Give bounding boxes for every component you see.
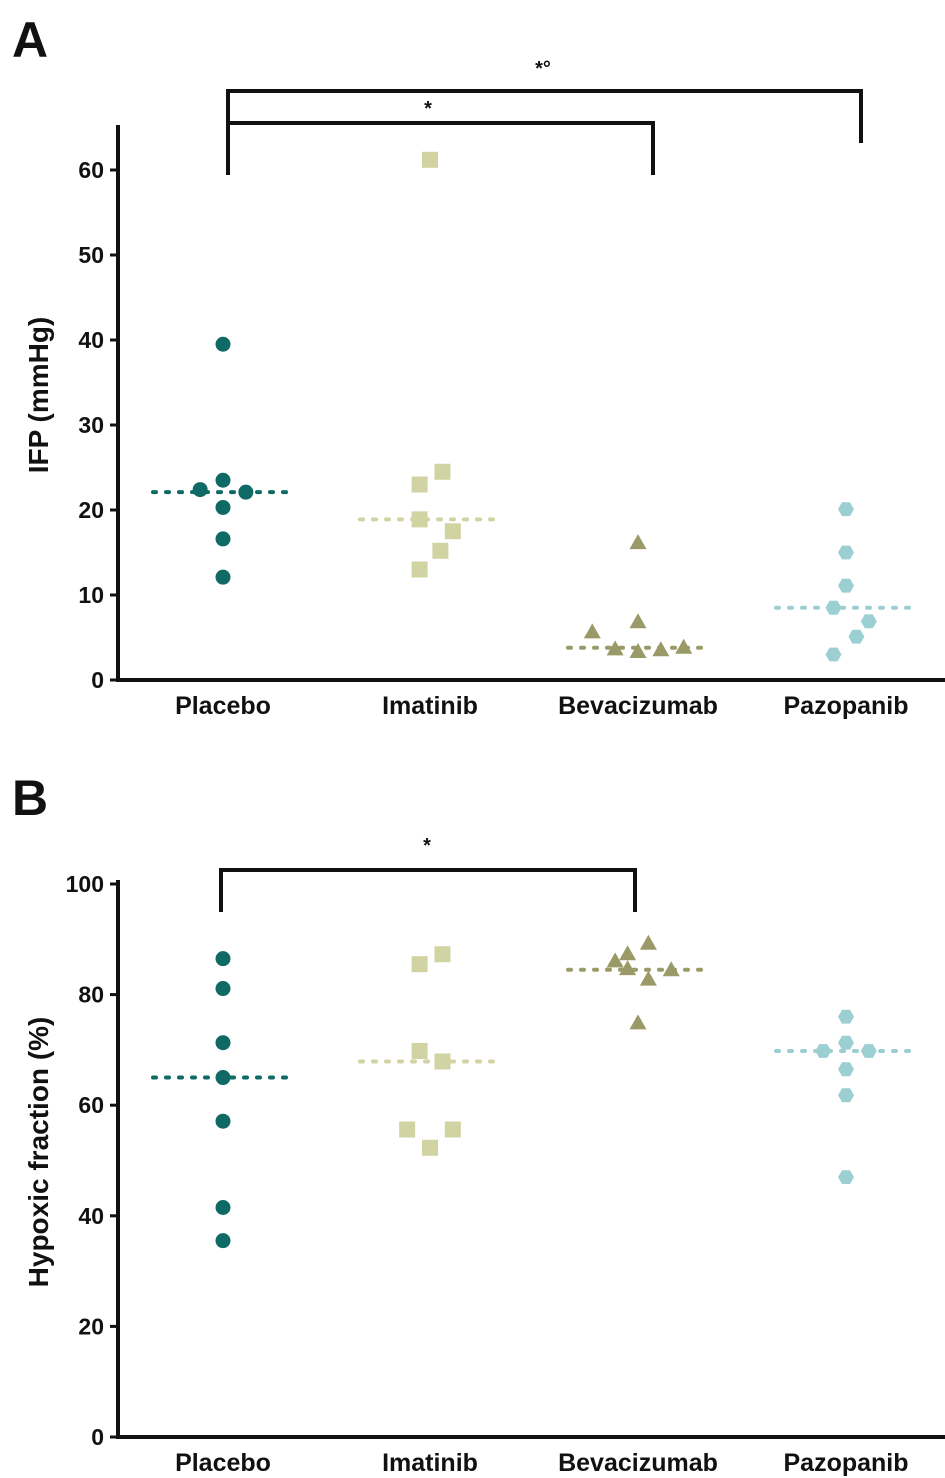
panel-a-y-tick-label: 50 (78, 242, 104, 268)
panel-b-category-label: Placebo (175, 1449, 271, 1477)
panel-a-bevacizumab-point (675, 638, 693, 654)
panel-a-pazopanib-point (825, 600, 842, 615)
panel-b-pazopanib-point (838, 1170, 854, 1184)
panel-b-pazopanib-point (838, 1009, 854, 1024)
panel-b-y-tick-label: 60 (78, 1092, 104, 1118)
panel-a-bevacizumab-point (583, 623, 601, 639)
panel-a-bevacizumab-point (606, 640, 624, 656)
panel-b-pazopanib-point (838, 1088, 854, 1103)
panel-b-placebo-point (215, 981, 231, 997)
panel-a-significance-bracket (226, 121, 655, 175)
panel-a-pazopanib-point (860, 614, 877, 629)
panel-b-y-tick-label: 100 (66, 871, 104, 897)
panel-b-placebo-point (215, 1233, 231, 1249)
panel-a-y-axis-title: IFP (mmHg) (23, 317, 54, 474)
panel-b-bevacizumab-point (639, 934, 657, 950)
panel-b-imatinib-point (411, 956, 428, 973)
panel-a-category-label: Placebo (175, 692, 271, 720)
panel-b-significance-label: * (423, 835, 431, 857)
panel-b-significance-bracket (219, 868, 637, 912)
panel-b-bevacizumab-point (629, 1014, 647, 1030)
panel-b-imatinib-point (444, 1121, 461, 1138)
panel-b-placebo-point (215, 951, 231, 967)
panel-a-y-tick-label: 30 (78, 412, 104, 438)
panel-a-category-label: Bevacizumab (558, 692, 718, 720)
panel-b-bevacizumab-point (619, 945, 637, 961)
panel-a-placebo-point (215, 499, 231, 515)
panel-b-bevacizumab-point (639, 970, 657, 986)
panel-b-bevacizumab-point (662, 961, 680, 977)
panel-a-y-tick-label: 10 (78, 582, 104, 608)
panel-a-pazopanib-point (838, 578, 854, 593)
panel-a-placebo-point (215, 569, 231, 585)
panel-a-pazopanib-point (838, 502, 854, 517)
panel-b-category-label: Bevacizumab (558, 1449, 718, 1477)
panel-b-imatinib-point (411, 1043, 428, 1060)
panel-a-bevacizumab-point (629, 642, 647, 658)
panel-a-imatinib-point (411, 561, 428, 578)
panel-a-bevacizumab-point (652, 641, 670, 657)
panel-a-category-label: Imatinib (382, 692, 478, 720)
panel-a-bevacizumab-point (629, 613, 647, 629)
panel-a-y-tick-label: 60 (78, 157, 104, 183)
panel-a-significance-bracket (226, 89, 863, 175)
panel-b-pazopanib-point (838, 1062, 854, 1077)
panel-a-placebo-point (215, 336, 231, 352)
panel-b-letter: B (12, 770, 48, 826)
panel-b-y-tick-label: 80 (78, 982, 104, 1008)
panel-a-y-tick-label: 20 (78, 497, 104, 523)
panel-b-bevacizumab-point (619, 960, 637, 976)
panel-b-pazopanib-point (815, 1044, 832, 1058)
panel-b-imatinib-point (434, 1053, 451, 1070)
panel-b-imatinib-point (434, 946, 451, 963)
panel-a-significance-label: * (424, 98, 432, 120)
panel-a-placebo-point (238, 484, 254, 500)
panel-a-y-tick-label: 40 (78, 327, 104, 353)
panel-b-pazopanib-point (838, 1035, 854, 1050)
panel-a-y-tick-label: 0 (91, 667, 104, 693)
panel-b-category-label: Imatinib (382, 1449, 478, 1477)
panel-b-y-tick-label: 40 (78, 1203, 104, 1229)
panel-a-placebo-point (215, 531, 231, 547)
panel-b-y-tick-label: 0 (91, 1424, 104, 1450)
panel-a-category-label: Pazopanib (783, 692, 908, 720)
panel-b-placebo-point (215, 1200, 231, 1216)
panel-b: B 0 20 40 60 80 100 Hypoxic fraction (%) Placeb… (12, 770, 945, 1477)
panel-a-pazopanib-point (838, 545, 854, 560)
panel-a-letter: A (12, 12, 48, 68)
panel-a-significance-label: *° (535, 58, 551, 80)
panel-a: A 0 10 20 30 40 50 60 IFP (mmHg) Placebo Imatinib… (12, 12, 945, 720)
panel-a-imatinib-point (422, 151, 438, 168)
panel-a-imatinib-point (444, 523, 461, 540)
panel-a-placebo-point (215, 472, 231, 488)
panel-a-imatinib-point (411, 511, 428, 528)
panel-a-imatinib-point (434, 463, 451, 480)
panel-b-category-label: Pazopanib (783, 1449, 908, 1477)
panel-b-placebo-point (215, 1035, 231, 1051)
panel-a-imatinib-point (411, 476, 428, 493)
panel-b-bevacizumab-point (606, 952, 624, 968)
panel-b-pazopanib-point (860, 1044, 877, 1058)
panel-b-placebo-point (215, 1113, 231, 1129)
panel-b-imatinib-point (399, 1121, 416, 1138)
panel-a-imatinib-point (432, 542, 449, 559)
panel-a-bevacizumab-point (629, 534, 647, 550)
panel-b-y-tick-label: 20 (78, 1313, 104, 1339)
panel-b-placebo-point (215, 1070, 231, 1086)
panel-b-y-axis-title: Hypoxic fraction (%) (23, 1017, 54, 1288)
panel-b-imatinib-point (422, 1139, 438, 1156)
panel-a-placebo-point (192, 482, 208, 498)
panel-a-pazopanib-point (848, 629, 865, 644)
panel-a-pazopanib-point (825, 647, 842, 662)
